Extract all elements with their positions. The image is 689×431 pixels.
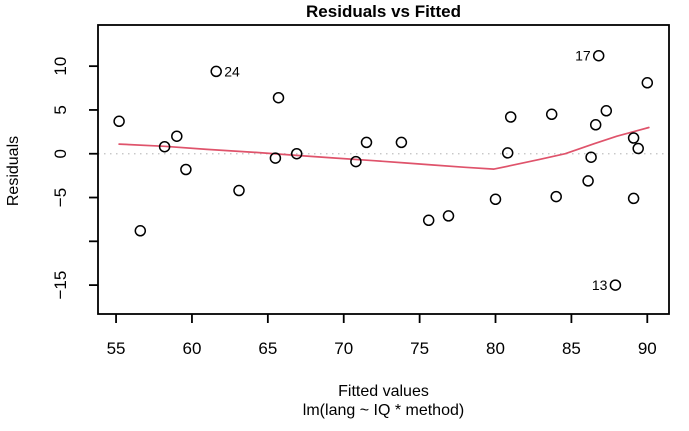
x-tick-label: 90 [638, 339, 657, 358]
data-point [360, 136, 373, 149]
x-tick-label: 75 [410, 339, 429, 358]
data-point [632, 142, 644, 155]
data-point [350, 155, 362, 168]
data-point [504, 111, 517, 123]
y-axis-label: Residuals [5, 136, 22, 206]
point-id-label: 17 [575, 48, 591, 64]
y-tick-label: 5 [51, 105, 70, 114]
x-tick-label: 80 [486, 339, 505, 358]
data-point [609, 279, 622, 291]
data-point [269, 152, 282, 164]
y-tick-label: 10 [51, 57, 70, 76]
data-point [627, 192, 640, 205]
chart-generated-layer: 55 60 65 70 75 80 85 90 10 5 0 −5 −15 24 17 13 [51, 24, 670, 358]
data-point [272, 91, 285, 104]
point-id-label: 24 [224, 63, 240, 79]
data-point [550, 190, 562, 203]
data-point [180, 163, 192, 176]
x-tick-label: 55 [107, 339, 126, 358]
x-axis-sublabel: lm(lang ~ IQ * method) [303, 402, 464, 419]
x-tick-label: 60 [182, 339, 201, 358]
data-point [600, 105, 613, 117]
data-point [422, 214, 435, 227]
x-axis-label: Fitted values [338, 383, 429, 400]
data-point [442, 210, 455, 222]
data-point [113, 115, 125, 128]
data-point [589, 119, 602, 131]
point-id-label: 13 [592, 277, 608, 293]
data-point [585, 151, 597, 163]
x-tick-label: 85 [562, 339, 581, 358]
smooth-line [118, 126, 650, 170]
x-tick-label: 65 [258, 339, 277, 358]
data-point [592, 49, 605, 62]
data-point [395, 136, 408, 149]
data-point [158, 140, 171, 153]
data-point [641, 77, 654, 89]
data-point [627, 132, 640, 144]
data-point [290, 147, 303, 160]
y-tick-label: 0 [51, 149, 70, 158]
data-point [171, 130, 183, 142]
data-point [582, 175, 594, 187]
data-point [233, 184, 245, 197]
x-tick-label: 70 [334, 339, 353, 358]
y-tick-label: −15 [51, 271, 70, 300]
y-tick-label: −5 [51, 188, 70, 207]
plot-title: Residuals vs Fitted [306, 2, 461, 21]
data-point [501, 147, 514, 159]
data-point [210, 65, 222, 78]
data-point [489, 193, 502, 206]
data-point [545, 108, 558, 121]
plot-box [97, 24, 670, 315]
data-point [134, 225, 147, 237]
